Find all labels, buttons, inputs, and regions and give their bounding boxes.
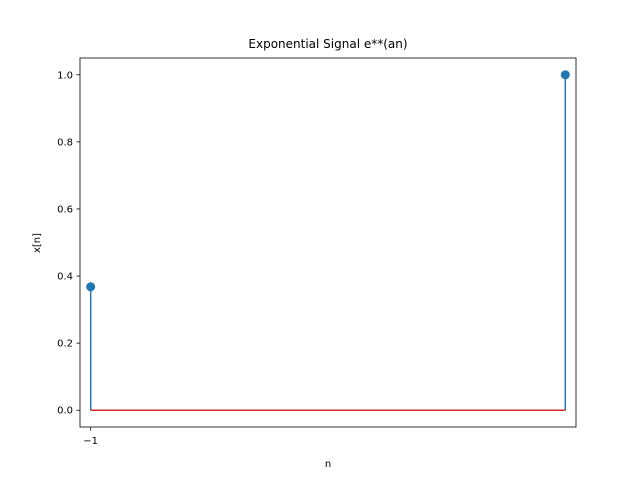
y-tick-label: 1.0 <box>57 70 73 81</box>
stem-marker <box>86 282 96 292</box>
x-axis-label: n <box>325 459 331 470</box>
plot-area <box>79 57 577 428</box>
stem-marker <box>560 70 570 80</box>
y-tick-label: 0.6 <box>57 204 73 215</box>
y-axis: 0.0 0.2 0.4 0.6 0.8 1.0 <box>57 70 80 417</box>
y-tick-label: 0.0 <box>57 406 73 417</box>
x-axis: −1 <box>83 427 98 447</box>
y-tick-label: 0.2 <box>57 339 73 350</box>
y-axis-label: x[n] <box>32 233 43 253</box>
y-tick-label: 0.8 <box>57 137 73 148</box>
chart-title: Exponential Signal e**(an) <box>248 37 407 51</box>
x-tick-label: −1 <box>83 436 98 447</box>
axes-frame <box>79 57 577 428</box>
stem-series <box>86 70 570 411</box>
y-tick-label: 0.4 <box>57 272 73 283</box>
